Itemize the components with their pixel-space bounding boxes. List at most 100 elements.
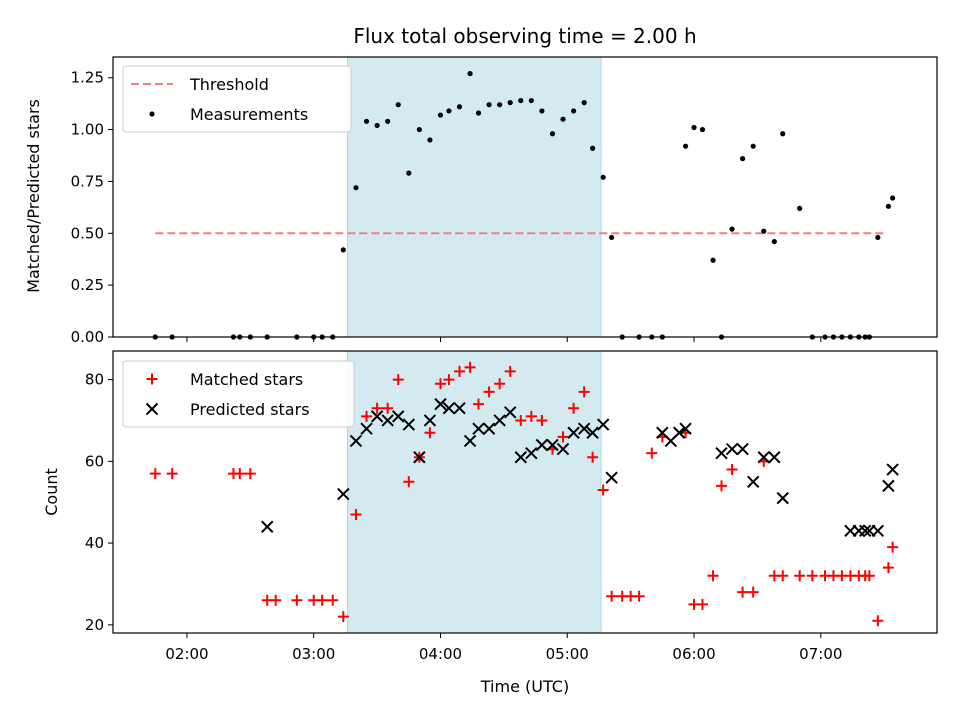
measurement-point [875, 234, 881, 241]
predicted-star-point [556, 442, 570, 456]
matched-star-point [557, 431, 569, 443]
predicted-star-point [453, 402, 466, 415]
x-tick-label: 05:00 [546, 645, 589, 663]
measurement-point [446, 108, 452, 114]
matched-star-point [494, 378, 506, 390]
matched-star-point [715, 480, 727, 492]
matched-star-point [424, 427, 436, 439]
measurement-point [456, 104, 463, 110]
measurement-point [750, 143, 756, 149]
matched-star-point [291, 594, 303, 606]
measurement-point [340, 247, 346, 253]
predicted-star-point [535, 438, 549, 452]
predicted-star-point [679, 422, 692, 435]
predicted-star-point [423, 414, 437, 427]
measurement-point [691, 124, 697, 131]
matched-star-point [794, 570, 806, 582]
x-tick-label: 07:00 [799, 645, 842, 663]
predicted-star-point [768, 451, 781, 464]
matched-star-point [568, 402, 580, 414]
matched-star-point [483, 386, 495, 398]
predicted-star-point [605, 471, 618, 484]
measurement-point [363, 118, 370, 124]
predicted-star-point [525, 446, 538, 460]
matched-star-point [887, 541, 899, 553]
measurement-point [427, 137, 433, 143]
measurement-point [600, 174, 606, 180]
measurement-point [890, 195, 896, 201]
predicted-star-point [736, 442, 749, 456]
measurement-point [609, 234, 615, 241]
matched-star-point [578, 386, 590, 398]
predicted-star-point [402, 418, 416, 431]
measurement-point [797, 205, 803, 212]
top-y-tick-label: 0.50 [71, 224, 104, 242]
measurement-point [353, 185, 359, 191]
matched-star-point [777, 570, 789, 582]
top-y-tick-label: 0.75 [71, 172, 104, 190]
measurement-point [395, 102, 401, 108]
matched-star-point [382, 402, 394, 414]
x-tick-label: 04:00 [419, 645, 462, 663]
top-legend-box [122, 65, 352, 133]
matched-star-point [646, 447, 658, 459]
top-plot-frame [112, 56, 938, 338]
matched-star-point [392, 374, 404, 386]
top-y-tick-label: 1.00 [71, 121, 104, 139]
matched-star-point [726, 464, 738, 476]
predicted-legend-label: Predicted stars [190, 400, 310, 419]
matched-star-point [515, 414, 527, 426]
predicted-star-point [596, 418, 610, 431]
threshold-legend-label: Threshold [189, 75, 269, 94]
matched-star-point [464, 361, 476, 373]
matched-star-point [747, 586, 759, 598]
matched-star-point [633, 590, 645, 602]
measurement-point [729, 226, 735, 232]
predicted-star-point [392, 410, 405, 423]
bottom-observing-window-shade [347, 350, 602, 634]
x-tick-label: 06:00 [672, 645, 715, 663]
matched-star-point [316, 594, 328, 606]
predicted-star-point [463, 434, 477, 448]
predicted-star-point [434, 397, 447, 411]
matched-star-point [473, 398, 485, 410]
measurement-point [507, 100, 513, 106]
measurement-point [590, 145, 596, 151]
x-tick-label: 02:00 [165, 645, 208, 663]
top-y-tick-label: 0.00 [71, 328, 104, 346]
matched-star-point [882, 562, 894, 574]
predicted-star-point [882, 479, 895, 493]
matched-legend-label: Matched stars [190, 370, 303, 389]
matched-star-point [337, 611, 349, 623]
predicted-star-point [349, 434, 363, 448]
measurement-point [740, 156, 746, 162]
top-observing-window-shade [347, 56, 602, 338]
matched-star-point [371, 402, 383, 414]
predicted-star-point [871, 524, 885, 538]
predicted-star-point [567, 426, 580, 439]
bottom-legend-box [122, 360, 355, 428]
measurement-point [771, 238, 777, 245]
matched-star-point [166, 468, 178, 480]
top-y-tick-label: 1.25 [71, 69, 104, 87]
predicted-star-point [514, 451, 527, 464]
predicted-star-point [757, 451, 770, 464]
measurement-point [570, 108, 577, 114]
matched-star-point [696, 598, 708, 610]
predicted-star-point [360, 422, 373, 435]
measurement-point [710, 257, 716, 263]
matched-star-point [434, 378, 446, 390]
matched-star-point [872, 615, 884, 627]
measurement-point [406, 170, 412, 176]
matched-star-point [525, 410, 537, 422]
predicted-star-point [493, 414, 506, 427]
measurements-legend-label: Measurements [190, 105, 308, 124]
matched-star-point [327, 594, 339, 606]
matched-legend-swatch [146, 373, 158, 385]
measurement-point [699, 126, 706, 133]
measurement-point [761, 228, 767, 234]
x-axis-label: Time (UTC) [480, 677, 569, 696]
matched-star-point [149, 468, 161, 480]
matched-star-point [361, 410, 373, 422]
